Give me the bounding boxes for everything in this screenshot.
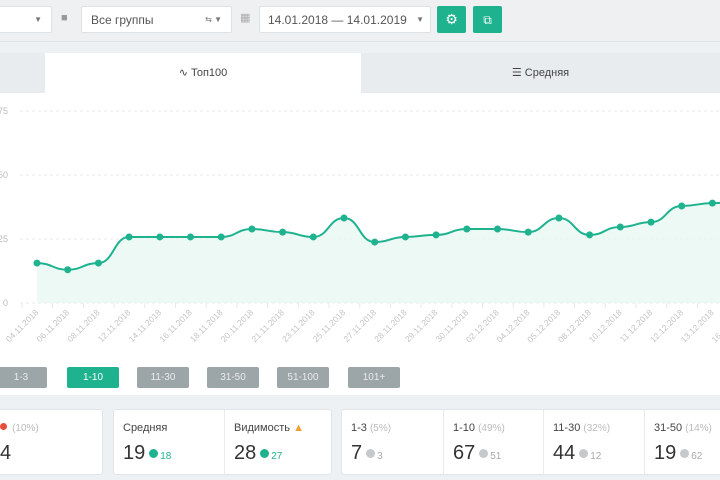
neutral-icon	[479, 449, 489, 458]
card-value: 44	[553, 442, 576, 464]
chart-panel: 0 25 50 75 04.11.2018 06.11.2018 08.11.2018 12.…	[0, 93, 720, 395]
data-point	[279, 228, 287, 236]
area-fill	[37, 202, 720, 303]
range-button-31-50[interactable]: 31-50	[207, 367, 259, 388]
data-point	[340, 214, 348, 222]
calendar-icon: ▦	[240, 12, 251, 24]
tab-average[interactable]: ☰ Средняя	[361, 53, 720, 93]
data-point	[616, 223, 624, 231]
data-point	[248, 225, 256, 233]
card-positions: 1-3 (5%) 7 3 1-10 (49%) 67 51 11-30 (32%) …	[341, 409, 720, 475]
status-dot	[0, 423, 7, 430]
y-tick-label: 75	[0, 106, 8, 116]
range-button-101+[interactable]: 101+	[348, 367, 400, 388]
card-pct: (10%)	[12, 423, 39, 434]
tab-label: Средняя	[524, 67, 570, 79]
card-avg-visibility: Средняя 19 18 Видимость ▲ 28 27	[113, 409, 332, 475]
chevron-down-icon: ▼	[416, 15, 424, 24]
card-value: 28	[234, 442, 257, 464]
card-delta: 12	[590, 451, 602, 462]
toolbar: ▼ ■ Все группы ⇆ ▼ ▦ 14.01.2018 — 14.01.2…	[0, 0, 720, 42]
gear-icon: ⚙	[445, 11, 458, 27]
data-point	[156, 233, 164, 241]
date-range-select[interactable]: 14.01.2018 — 14.01.2019 ▼	[259, 6, 431, 33]
settings-button[interactable]: ⚙	[437, 6, 466, 33]
data-point	[524, 228, 532, 236]
folder-icon: ■	[61, 12, 68, 24]
card-value: 19	[123, 442, 146, 464]
data-point	[647, 218, 655, 226]
warning-icon[interactable]: ▲	[293, 422, 304, 434]
sliders-icon: ☰	[511, 67, 525, 79]
data-point	[678, 202, 686, 210]
y-tick-label: 25	[0, 234, 8, 244]
data-point	[125, 233, 133, 241]
data-point	[586, 231, 594, 239]
date-range-label: 14.01.2018 — 14.01.2019	[268, 12, 407, 27]
card-label: Средняя	[123, 422, 168, 434]
y-tick-label: 50	[0, 170, 8, 180]
card-delta: 3	[377, 451, 383, 462]
card-delta: 27	[271, 451, 283, 462]
card-delta: 51	[490, 451, 502, 462]
card-delta: 18	[160, 451, 172, 462]
pos-cell-11-30: 11-30 (32%) 44 12	[543, 410, 644, 474]
chart-tabs: ∿ Топ100 ☰ Средняя	[0, 53, 720, 93]
up-icon	[149, 449, 159, 458]
pos-cell-1-10: 1-10 (49%) 67 51	[443, 410, 543, 474]
card-pct: (14%)	[685, 423, 712, 434]
card-pct: (49%)	[478, 423, 505, 434]
groups-label: Все группы	[91, 12, 154, 27]
card-label: Видимость	[234, 422, 290, 434]
data-point	[371, 238, 379, 246]
pos-cell-31-50: 31-50 (14%) 19 62	[644, 410, 720, 474]
data-point	[555, 214, 563, 222]
card-value: 7	[351, 442, 363, 464]
card-value: 67	[453, 442, 476, 464]
range-button-51-100[interactable]: 51-100	[277, 367, 329, 388]
neutral-icon	[579, 449, 589, 458]
card-pct: (5%)	[369, 423, 392, 434]
pos-cell-1-3: 1-3 (5%) 7 3	[342, 410, 443, 474]
visibility-cell: Видимость ▲ 28 27	[224, 410, 332, 474]
neutral-icon	[366, 449, 376, 458]
card-partial: (10%) 4	[0, 409, 103, 475]
export-icon: ⧉	[483, 13, 492, 27]
groups-select[interactable]: Все группы ⇆ ▼	[81, 6, 232, 33]
up-icon	[260, 449, 270, 458]
data-point	[401, 233, 409, 241]
export-button[interactable]: ⧉	[473, 6, 502, 33]
data-point	[432, 231, 440, 239]
data-point	[708, 199, 716, 207]
avg-cell: Средняя 19 18	[114, 410, 224, 474]
line-chart: 025507504.11.201806.11.201808.11.201812.…	[0, 106, 720, 344]
chart-line-icon: ∿	[178, 67, 191, 79]
project-select[interactable]: ▼	[0, 6, 52, 33]
card-label: 31-50	[654, 422, 683, 434]
data-point	[64, 266, 72, 274]
card-value: 4	[0, 442, 12, 464]
range-button-1-10[interactable]: 1-10	[67, 367, 119, 388]
data-point	[217, 233, 225, 241]
chevron-down-icon: ▼	[34, 15, 42, 24]
card-label: 1-10	[453, 422, 476, 434]
data-point	[33, 259, 41, 267]
card-pct: (32%)	[583, 423, 611, 434]
data-point	[494, 225, 501, 233]
card-value: 19	[654, 442, 677, 464]
y-tick-label: 0	[3, 298, 8, 308]
data-point	[94, 259, 102, 267]
range-button-1-3[interactable]: 1-3	[0, 367, 47, 388]
card-label: 1-3	[351, 422, 367, 434]
range-button-11-30[interactable]: 11-30	[137, 367, 189, 388]
card-delta: 62	[691, 451, 703, 462]
tab-label: Топ100	[190, 67, 228, 79]
data-point	[187, 233, 194, 241]
card-label: 11-30	[553, 422, 581, 434]
chevron-down-icon: ⇆ ▼	[205, 15, 222, 24]
neutral-icon	[680, 449, 690, 458]
data-point	[463, 225, 471, 233]
tab-top100[interactable]: ∿ Топ100	[45, 53, 361, 93]
data-point	[309, 233, 317, 241]
